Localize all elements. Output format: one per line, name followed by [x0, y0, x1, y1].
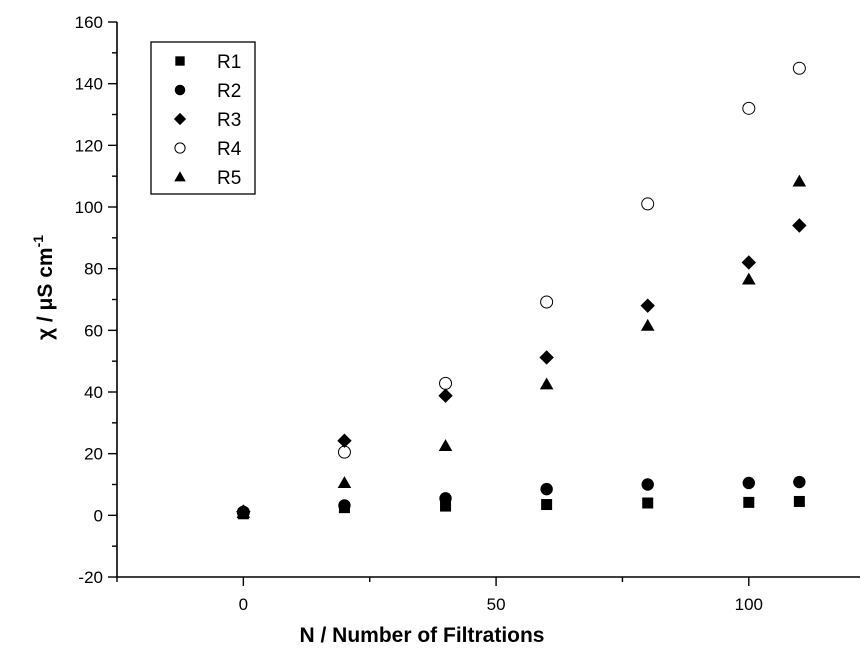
- legend-label-r3: R3: [217, 110, 241, 131]
- legend-marker-r4: [174, 142, 186, 154]
- legend-box: [150, 41, 256, 195]
- y-tick-label: 120: [75, 136, 103, 155]
- legend: R1 R2 R3 R4 R5: [150, 41, 256, 195]
- data-point-r1: [541, 499, 553, 511]
- data-points: [236, 61, 807, 520]
- data-point-r4: [792, 61, 806, 75]
- legend-marker-r1: [175, 56, 185, 66]
- data-point-r2: [641, 478, 654, 491]
- y-tick-label: 160: [75, 13, 103, 32]
- y-tick-label: 100: [75, 198, 103, 217]
- data-point-r1: [793, 495, 805, 507]
- x-tick-label: 100: [735, 595, 763, 614]
- y-tick-label: 140: [75, 75, 103, 94]
- data-point-r4: [439, 376, 453, 390]
- data-point-r4: [540, 295, 554, 309]
- data-point-r3: [539, 350, 554, 365]
- data-point-r1: [642, 497, 654, 509]
- legend-label-r4: R4: [217, 139, 242, 160]
- legend-marker-r5: [174, 171, 186, 182]
- data-point-r3: [792, 218, 807, 233]
- data-point-r5: [742, 272, 756, 285]
- legend-marker-r2: [174, 84, 186, 96]
- series-r5: [236, 174, 807, 518]
- legend-marker-r3: [173, 112, 187, 126]
- data-point-r1: [338, 502, 350, 514]
- legend-label-r5: R5: [217, 168, 241, 189]
- series-r2: [237, 475, 806, 519]
- data-point-r5: [337, 476, 352, 489]
- y-tick-label: 0: [94, 506, 103, 525]
- y-tick-label: 60: [84, 321, 103, 340]
- data-point-r4: [742, 101, 756, 115]
- data-point-r2: [540, 482, 553, 496]
- data-point-r5: [539, 377, 554, 390]
- legend-label-r1: R1: [217, 52, 241, 73]
- data-point-r2: [742, 476, 756, 490]
- data-point-r3: [438, 388, 453, 403]
- series-r4: [236, 61, 806, 519]
- data-point-r3: [741, 255, 757, 270]
- data-point-r5: [792, 174, 807, 187]
- y-tick-label: 80: [84, 260, 103, 279]
- data-point-r5: [640, 318, 655, 331]
- x-axis-label: N / Number of Filtrations: [299, 624, 544, 647]
- data-point-r1: [237, 508, 249, 520]
- data-point-r4: [641, 197, 655, 211]
- legend-label-r2: R2: [217, 81, 241, 102]
- data-point-r1: [743, 496, 755, 508]
- data-point-r3: [337, 433, 352, 448]
- data-point-r2: [793, 475, 806, 489]
- data-point-r4: [337, 445, 351, 459]
- y-tick-label: -20: [78, 568, 103, 587]
- data-point-r5: [438, 439, 453, 452]
- y-axis-label-main: χ / μS cm: [34, 247, 57, 340]
- data-point-r1: [440, 500, 452, 512]
- y-axis-label-superscript: -1: [30, 235, 46, 248]
- y-axis-label: χ / μS cm-1: [30, 235, 57, 340]
- ticks: -20 0 20 40 60 80 100 120 140 160 0 50 100: [75, 13, 763, 614]
- data-point-r3: [640, 298, 655, 313]
- x-tick-label: 0: [239, 595, 248, 614]
- series-r3: [236, 218, 807, 519]
- x-tick-label: 50: [487, 595, 506, 614]
- series-r1: [237, 495, 805, 520]
- y-tick-label: 40: [84, 383, 103, 402]
- y-tick-label: 20: [84, 445, 103, 464]
